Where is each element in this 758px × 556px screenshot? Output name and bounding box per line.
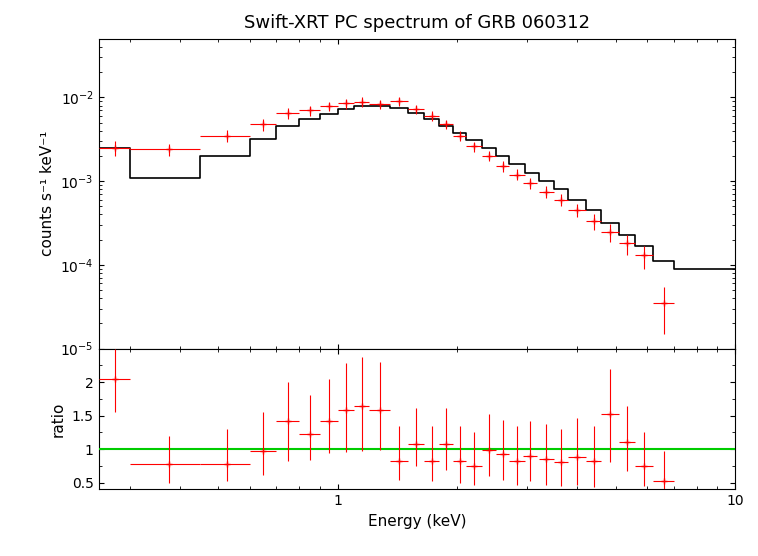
Y-axis label: counts s⁻¹ keV⁻¹: counts s⁻¹ keV⁻¹ (39, 131, 55, 256)
Title: Swift-XRT PC spectrum of GRB 060312: Swift-XRT PC spectrum of GRB 060312 (244, 14, 590, 32)
X-axis label: Energy (keV): Energy (keV) (368, 514, 466, 529)
Y-axis label: ratio: ratio (51, 401, 66, 436)
